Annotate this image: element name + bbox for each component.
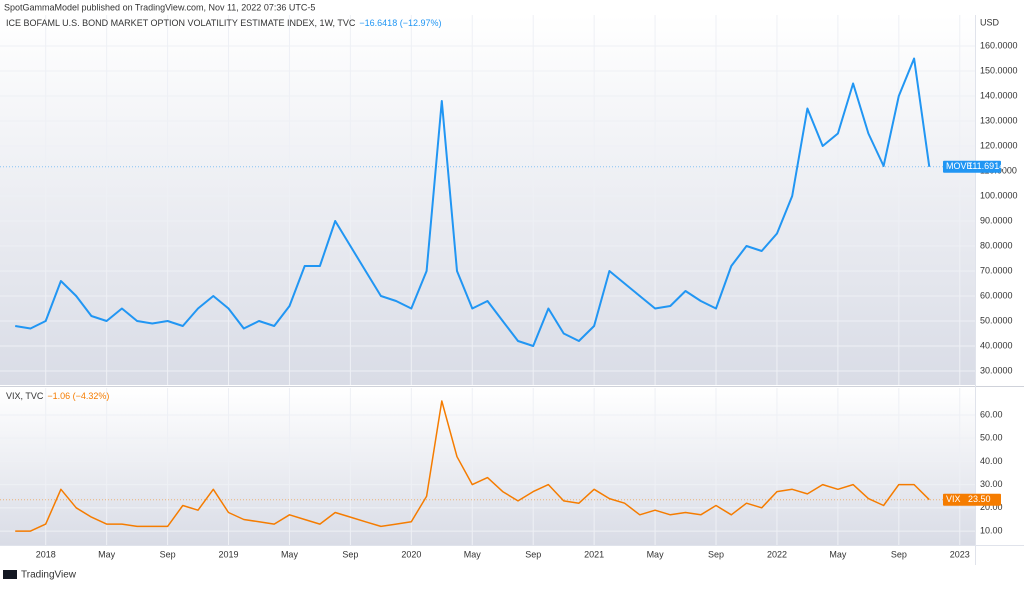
x-tick-label: May [829,549,847,559]
x-tick-label: 2021 [584,549,604,559]
bottom-pane [0,388,975,545]
y-tick-label: 70.0000 [980,265,1013,275]
y-tick-label: 50.00 [980,433,1003,443]
y-tick-label: 160.0000 [980,40,1018,50]
y-tick-label: 50.0000 [980,315,1013,325]
series-line [15,400,930,532]
last-value-label: 111.6914 [968,161,1004,171]
y-tick-label: 40.00 [980,456,1003,466]
x-tick-label: Sep [160,549,176,559]
y-tick-label: 130.0000 [980,115,1018,125]
x-tick-label: May [647,549,665,559]
y-tick-label: 30.00 [980,479,1003,489]
x-tick-label: May [98,549,116,559]
y-tick-label: 120.0000 [980,140,1018,150]
x-tick-label: 2020 [401,549,421,559]
y-tick-label: 150.0000 [980,65,1018,75]
currency: USD [980,17,1000,27]
change: −1.06 (−4.32%) [47,391,109,401]
y-tick-label: 140.0000 [980,90,1018,100]
footer: TradingView [21,570,77,581]
x-tick-label: 2023 [950,549,970,559]
y-tick-label: 40.0000 [980,340,1013,350]
y-tick-label: 100.0000 [980,190,1018,200]
x-tick-label: May [281,549,299,559]
x-tick-label: 2018 [36,549,56,559]
x-tick-label: 2022 [767,549,787,559]
title: ICE BOFAML U.S. BOND MARKET OPTION VOLAT… [6,18,356,28]
x-tick-label: 2019 [219,549,239,559]
pane-title: VIX, TVC −1.06 (−4.32%) [6,391,109,401]
pane-title: ICE BOFAML U.S. BOND MARKET OPTION VOLAT… [6,18,441,28]
logo [3,570,17,579]
last-value-badge [943,160,1001,173]
y-tick-label: 60.0000 [980,290,1013,300]
y-tick-label: 30.0000 [980,365,1013,375]
x-tick-label: May [464,549,482,559]
top-pane [0,15,975,385]
last-value-badge [943,493,1001,506]
title: VIX, TVC [6,391,44,401]
change: −16.6418 (−12.97%) [359,18,441,28]
y-tick-label: 20.00 [980,502,1003,512]
y-tick-label: 10.00 [980,525,1003,535]
x-tick-label: Sep [891,549,907,559]
legend-name: MOVE [946,161,973,171]
x-tick-label: Sep [525,549,541,559]
y-tick-label: 90.0000 [980,215,1013,225]
legend-name: VIX [946,494,961,504]
series-line [15,57,931,347]
last-value-label: 23.50 [968,494,991,504]
x-tick-label: Sep [342,549,358,559]
x-tick-label: Sep [708,549,724,559]
y-tick-label: 80.0000 [980,240,1013,250]
y-tick-label: 60.00 [980,409,1003,419]
header: SpotGammaModel published on TradingView.… [4,2,315,12]
